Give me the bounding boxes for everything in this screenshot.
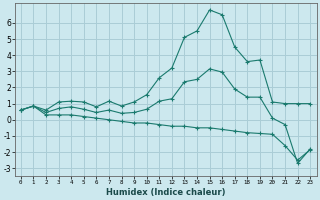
X-axis label: Humidex (Indice chaleur): Humidex (Indice chaleur) xyxy=(106,188,225,197)
